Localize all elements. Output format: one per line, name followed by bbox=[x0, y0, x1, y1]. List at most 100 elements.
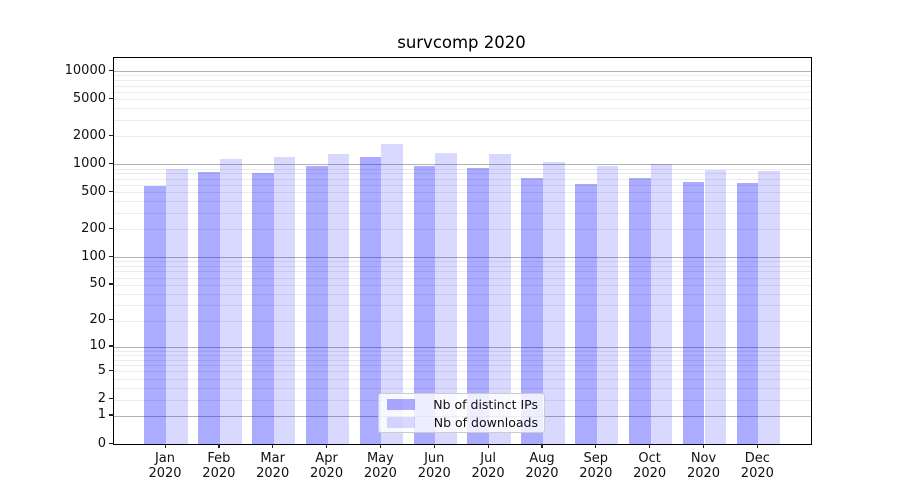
plot-area bbox=[113, 57, 812, 445]
bar-jun-ips bbox=[413, 166, 436, 444]
x-tick-label: Jun 2020 bbox=[417, 451, 451, 481]
y-tick-label: 2000 bbox=[72, 127, 106, 143]
gridline-major bbox=[114, 164, 811, 166]
gridline-minor bbox=[114, 136, 811, 138]
bar-nov-ips bbox=[682, 181, 705, 444]
y-tick-mark bbox=[109, 369, 114, 372]
bar-sep-downloads bbox=[596, 166, 619, 444]
y-tick-label: 1000 bbox=[72, 155, 106, 171]
gridline-minor bbox=[114, 85, 811, 87]
y-tick-mark bbox=[109, 319, 114, 321]
gridline-minor bbox=[114, 178, 811, 180]
bar-nov-downloads bbox=[704, 170, 727, 444]
y-tick-mark bbox=[109, 190, 114, 193]
gridline-minor bbox=[114, 99, 811, 101]
bar-oct-downloads bbox=[650, 163, 673, 444]
y-tick-mark bbox=[109, 134, 114, 136]
gridline-minor bbox=[114, 350, 811, 352]
x-tick-mark bbox=[326, 444, 328, 448]
y-tick-mark bbox=[109, 283, 114, 285]
y-tick-label: 10 bbox=[89, 338, 106, 354]
x-tick-label: Nov 2020 bbox=[686, 451, 721, 481]
y-tick-label: 5000 bbox=[72, 90, 106, 106]
gridline-minor bbox=[114, 168, 811, 170]
gridline-minor bbox=[114, 108, 811, 110]
gridline-minor bbox=[114, 378, 811, 380]
gridline-minor bbox=[114, 80, 811, 82]
gridline-minor bbox=[114, 359, 811, 361]
gridline-minor bbox=[114, 261, 811, 263]
gridline-minor bbox=[114, 305, 811, 306]
legend-swatch-downloads bbox=[387, 416, 415, 428]
gridline-minor bbox=[114, 192, 811, 194]
legend-entry-distinct-ips: Nb of distinct IPs bbox=[387, 397, 538, 412]
y-tick-label: 2 bbox=[97, 391, 106, 407]
y-tick-label: 5 bbox=[97, 362, 106, 378]
bar-may-ips bbox=[359, 157, 382, 444]
bar-may-downloads bbox=[381, 144, 404, 444]
y-tick-label: 500 bbox=[81, 183, 106, 199]
gridline-minor bbox=[114, 91, 811, 93]
y-tick-mark bbox=[109, 414, 114, 416]
gridline-minor bbox=[114, 284, 811, 286]
gridline-minor bbox=[114, 371, 811, 373]
y-tick-mark bbox=[109, 227, 114, 230]
gridline-minor bbox=[114, 185, 811, 186]
x-tick-label: Aug 2020 bbox=[525, 451, 559, 481]
bar-jun-downloads bbox=[435, 153, 457, 444]
bar-apr-downloads bbox=[327, 154, 350, 444]
y-tick-mark bbox=[109, 69, 114, 71]
x-tick-mark bbox=[541, 444, 543, 448]
x-tick-mark bbox=[487, 444, 489, 448]
x-tick-label: Mar 2020 bbox=[256, 451, 290, 481]
legend-label-distinct-ips: Nb of distinct IPs bbox=[433, 396, 538, 412]
gridline-major bbox=[114, 257, 811, 259]
x-tick-mark bbox=[649, 444, 651, 448]
bar-mar-ips bbox=[252, 172, 274, 444]
y-tick-label: 50 bbox=[89, 276, 106, 292]
gridline-minor bbox=[114, 293, 811, 295]
x-tick-mark bbox=[218, 444, 220, 448]
y-tick-mark bbox=[109, 398, 114, 400]
bar-jan-downloads bbox=[166, 169, 188, 444]
x-tick-mark bbox=[272, 444, 274, 448]
x-tick-mark bbox=[756, 444, 759, 448]
bar-feb-downloads bbox=[219, 159, 242, 444]
x-tick-label: Feb 2020 bbox=[202, 451, 236, 481]
gridline-minor bbox=[114, 277, 811, 279]
gridline-minor bbox=[114, 212, 811, 214]
x-tick-label: Apr 2020 bbox=[310, 451, 344, 481]
gridline-minor bbox=[114, 271, 811, 273]
y-tick-mark bbox=[109, 97, 114, 99]
x-tick-label: Sep 2020 bbox=[579, 451, 613, 481]
legend-label-downloads: Nb of downloads bbox=[433, 414, 538, 430]
x-tick-label: May 2020 bbox=[363, 451, 397, 481]
y-tick-label: 1 bbox=[97, 407, 106, 423]
bar-aug-ips bbox=[521, 177, 543, 444]
y-tick-mark bbox=[109, 255, 114, 257]
chart-title: survcomp 2020 bbox=[397, 33, 526, 52]
gridline-minor bbox=[114, 365, 811, 367]
bar-dec-ips bbox=[736, 183, 759, 444]
gridline-minor bbox=[114, 201, 811, 203]
y-tick-mark bbox=[109, 162, 114, 165]
bar-feb-ips bbox=[198, 171, 220, 444]
x-tick-label: Jul 2020 bbox=[471, 451, 505, 481]
x-tick-mark bbox=[433, 444, 435, 448]
gridline-minor bbox=[114, 119, 811, 121]
y-tick-label: 200 bbox=[81, 220, 106, 236]
bar-sep-ips bbox=[575, 184, 597, 444]
bar-apr-ips bbox=[305, 166, 328, 444]
legend: Nb of distinct IPs Nb of downloads bbox=[378, 393, 545, 433]
gridline-minor bbox=[114, 387, 811, 389]
gridline-minor bbox=[114, 266, 811, 268]
gridline-minor bbox=[114, 75, 811, 77]
x-tick-mark bbox=[703, 444, 705, 448]
y-tick-label: 10000 bbox=[64, 62, 106, 78]
x-tick-mark bbox=[164, 444, 166, 448]
bar-aug-downloads bbox=[542, 162, 565, 444]
bar-jul-downloads bbox=[489, 154, 511, 444]
bar-jul-ips bbox=[467, 168, 490, 444]
bar-jan-ips bbox=[144, 185, 166, 444]
y-tick-mark bbox=[109, 442, 114, 444]
